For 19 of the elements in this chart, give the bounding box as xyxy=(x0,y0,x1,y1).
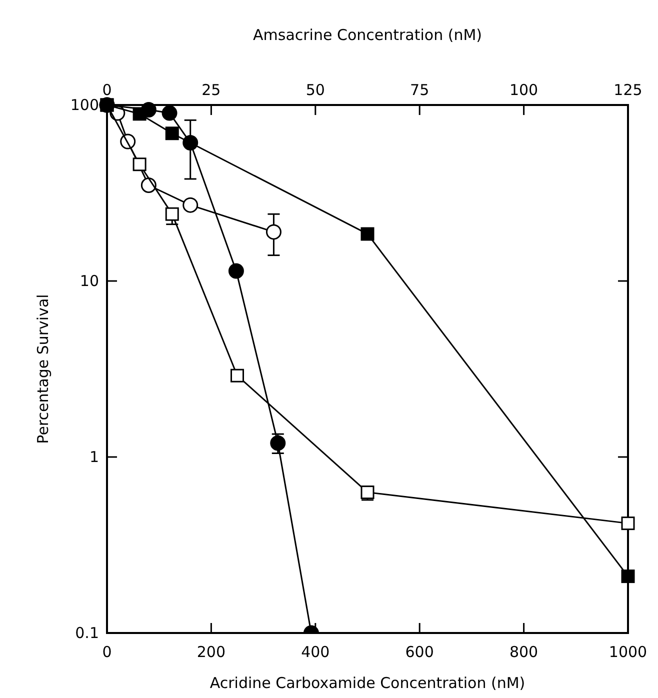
y-tick-label: 1 xyxy=(89,448,99,466)
x-tick-label: 1000 xyxy=(608,643,648,661)
x-axis-title: Acridine Carboxamide Concentration (nM) xyxy=(210,674,526,692)
x2-tick-label: 25 xyxy=(202,81,221,99)
x-tick-label: 800 xyxy=(509,643,538,661)
y-tick-label: 100 xyxy=(70,96,99,114)
y-tick-label: 10 xyxy=(80,272,99,290)
y-axis-title: Percentage Survival xyxy=(34,294,52,444)
x2-tick-label: 0 xyxy=(102,81,112,99)
x2-tick-label: 125 xyxy=(614,81,642,99)
x2-tick-label: 100 xyxy=(509,81,538,99)
x2-tick-label: 50 xyxy=(306,81,325,99)
y-tick-label: 0.1 xyxy=(75,624,99,642)
x-tick-label: 400 xyxy=(301,643,330,661)
x-tick-label: 0 xyxy=(102,643,112,661)
x-tick-label: 600 xyxy=(405,643,434,661)
x-tick-label: 200 xyxy=(196,643,226,661)
x2-tick-label: 75 xyxy=(410,81,430,99)
x2-axis-title: Amsacrine Concentration (nM) xyxy=(253,26,482,44)
